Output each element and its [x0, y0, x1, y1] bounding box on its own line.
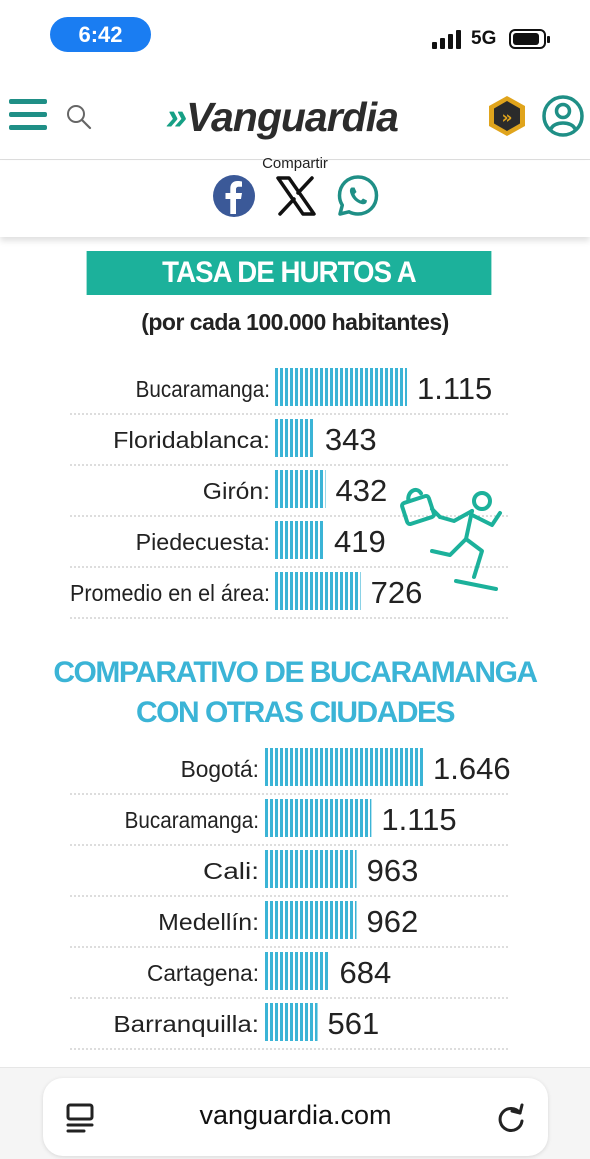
- bar: [263, 850, 357, 888]
- category-label: Barranquilla:: [113, 1011, 259, 1037]
- value-label: 343: [325, 422, 377, 457]
- status-time: 6:42: [50, 17, 151, 52]
- bar-charts: Bucaramanga: 1.115 Floridablanca: 343 Girón:…: [70, 368, 511, 1050]
- chart1-subtitle: (por cada 100.000 habitantes): [141, 309, 449, 335]
- value-label: 963: [367, 853, 419, 888]
- value-label: 684: [339, 955, 391, 990]
- category-label: Bucaramanga:: [125, 807, 259, 833]
- x-icon[interactable]: [274, 174, 318, 218]
- bar: [274, 521, 324, 559]
- signal-icon: [432, 29, 466, 49]
- category-label: Cartagena:: [147, 960, 259, 986]
- category-label: Promedio en el área:: [70, 580, 270, 606]
- value-label: 561: [328, 1006, 380, 1041]
- reload-icon[interactable]: [495, 1102, 527, 1134]
- share-label: Compartir: [262, 155, 328, 172]
- category-label: Floridablanca:: [113, 427, 270, 453]
- address-bar[interactable]: vanguardia.com: [43, 1078, 548, 1156]
- bar: [274, 368, 407, 406]
- category-label: Bucaramanga:: [136, 376, 270, 402]
- bar: [274, 572, 361, 610]
- logo-chevrons: »: [166, 95, 187, 138]
- chart1-title: TASA DE HURTOS A PERSONAS: [86, 251, 492, 333]
- chart2-title: COMPARATIVO DE BUCARAMANGA CON OTRAS CIU…: [0, 653, 590, 733]
- bar: [263, 952, 330, 990]
- bar: [274, 470, 326, 508]
- category-label: Cali:: [203, 858, 259, 884]
- network-label: 5G: [471, 28, 497, 49]
- value-label: 962: [367, 904, 419, 939]
- category-label: Piedecuesta:: [136, 529, 270, 555]
- value-label: 1.646: [433, 751, 511, 786]
- browser-toolbar: vanguardia.com: [0, 1067, 590, 1159]
- value-label: 1.115: [417, 371, 492, 406]
- bar: [263, 799, 372, 837]
- bar: [263, 748, 423, 786]
- site-logo[interactable]: » Vanguardia: [166, 92, 399, 142]
- bar: [263, 1003, 318, 1041]
- value-label: 432: [336, 473, 388, 508]
- category-label: Girón:: [203, 478, 270, 504]
- url-text: vanguardia.com: [199, 1100, 392, 1130]
- bar: [274, 419, 315, 457]
- search-icon[interactable]: [66, 104, 92, 130]
- menu-icon[interactable]: [9, 97, 47, 131]
- category-label: Medellín:: [158, 909, 259, 935]
- whatsapp-icon[interactable]: [336, 174, 380, 218]
- svg-text:»: »: [502, 108, 513, 128]
- status-bar: 6:42 5G: [0, 0, 590, 70]
- battery-icon: [509, 29, 550, 49]
- premium-badge-icon[interactable]: »: [487, 94, 527, 138]
- facebook-icon[interactable]: [212, 174, 256, 218]
- chart2-title-line1: COMPARATIVO DE BUCARAMANGA: [53, 656, 538, 689]
- share-bar: Compartir: [0, 155, 590, 237]
- chart2-title-line2: CON OTRAS CIUDADES: [135, 696, 456, 729]
- page-menu-icon[interactable]: [65, 1102, 95, 1134]
- value-label: 419: [334, 524, 386, 559]
- category-label: Bogotá:: [181, 756, 259, 782]
- infographic: TASA DE HURTOS A PERSONAS (por cada 100.…: [0, 237, 590, 1067]
- bar: [263, 901, 357, 939]
- site-header: » Vanguardia »: [0, 70, 590, 160]
- value-label: 1.115: [381, 802, 456, 837]
- user-account-icon[interactable]: [541, 94, 585, 138]
- running-thief-icon: [400, 487, 502, 591]
- logo-text: Vanguardia: [186, 93, 399, 140]
- value-label: 726: [371, 575, 423, 610]
